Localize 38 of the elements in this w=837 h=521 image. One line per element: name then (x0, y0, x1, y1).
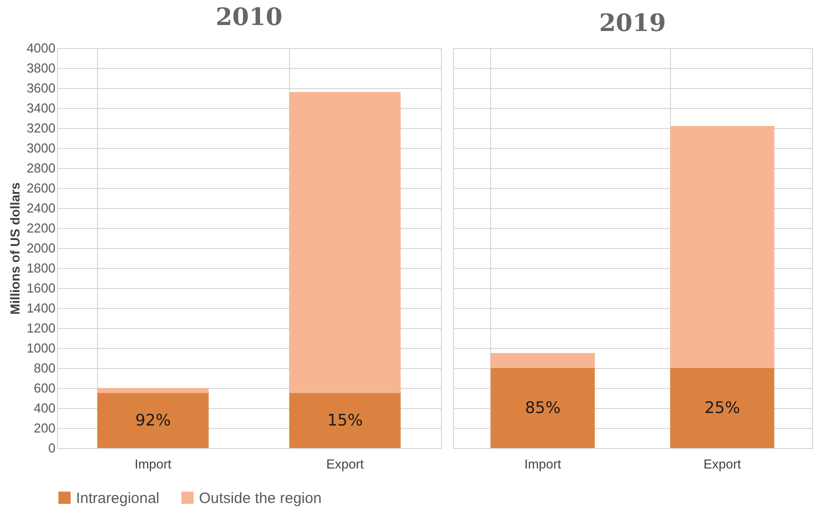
bar (97, 393, 209, 448)
y-tick-label: 1400 (26, 300, 56, 316)
y-tick-label: 2600 (26, 180, 56, 196)
legend-label: Intraregional (76, 490, 160, 507)
x-tick-label: Import (134, 456, 172, 472)
x-tick-label: Export (326, 456, 364, 472)
y-tick-label: 800 (34, 360, 56, 376)
y-tick-label: 200 (34, 420, 56, 436)
y-tick-label: 1800 (26, 260, 56, 276)
x-tick-label: Import (524, 456, 562, 472)
y-tick-label: 0 (48, 440, 56, 456)
y-tick-label: 1600 (26, 280, 56, 296)
bar (97, 388, 209, 393)
annotation: 85% (524, 398, 561, 417)
annotation: 92% (135, 410, 171, 430)
bar (289, 92, 401, 393)
y-tick-label: 2000 (26, 240, 56, 256)
y-tick-label: 3200 (26, 120, 56, 136)
bar (289, 393, 401, 448)
y-tick-label: 400 (34, 400, 56, 416)
y-tick-label: 4000 (26, 40, 56, 56)
chart-title: 2010 (216, 2, 282, 31)
y-tick-label: 1000 (26, 340, 56, 356)
chart-title: 2019 (599, 8, 666, 37)
y-tick-label: 2200 (26, 220, 56, 236)
y-tick-label: 600 (34, 380, 56, 396)
y-tick-label: 3800 (26, 60, 56, 76)
y-axis-title: Millions of US dollars (8, 182, 23, 315)
annotation: 25% (704, 398, 740, 417)
y-tick-label: 3600 (26, 80, 56, 96)
y-tick-label: 3000 (26, 140, 56, 156)
y-tick-label: 3400 (26, 100, 56, 116)
legend-label: Outside the region (199, 490, 322, 507)
x-tick-label: Export (703, 456, 742, 472)
y-tick-label: 1200 (26, 320, 56, 336)
y-tick-label: 2400 (26, 200, 56, 216)
annotation: 15% (327, 410, 363, 430)
y-tick-label: 2800 (26, 160, 56, 176)
